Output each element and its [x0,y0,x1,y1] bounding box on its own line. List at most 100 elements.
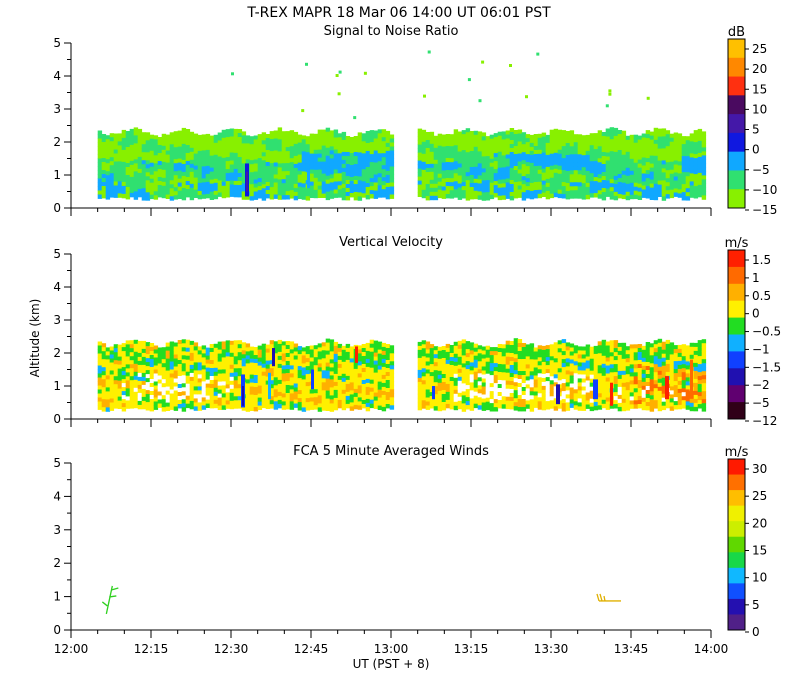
field-cell [181,383,187,388]
field-cell [341,345,347,351]
field-cell [529,351,535,356]
field-cell [693,138,699,143]
field-cell [453,397,459,403]
field-cell [333,357,339,363]
field-cell [421,356,427,361]
field-cell [485,353,491,359]
field-cell [265,170,271,175]
field-cell [377,349,383,354]
field-cell [165,382,171,387]
field-cell [249,370,255,375]
field-cell [561,355,567,360]
field-cell [317,133,323,138]
field-cell [681,140,687,145]
field-cell [133,403,139,409]
field-cell [289,349,295,354]
field-cell [105,151,111,156]
field-cell [441,406,447,411]
field-cell [317,149,323,154]
field-cell [537,161,543,167]
field-cell [357,373,363,378]
field-cell [421,360,427,365]
field-cell [485,349,491,355]
field-cell [657,390,663,396]
field-cell [173,147,179,152]
field-cell [201,166,207,171]
field-cell [601,192,607,197]
field-cell [269,404,275,409]
field-cell [197,174,203,180]
field-cell [205,379,211,384]
field-cell [645,378,651,383]
field-cell [693,406,699,412]
field-cell [701,395,707,400]
field-cell [341,377,347,383]
field-cell [305,406,311,411]
field-cell [577,390,583,395]
field-cell [133,351,139,357]
field-cell [125,139,131,144]
field-cell [477,163,483,168]
field-cell [349,346,355,351]
field-cell [577,374,583,379]
field-cell [157,153,163,158]
field-cell [297,174,303,179]
field-cell [221,149,227,155]
snr-speck [305,62,308,66]
field-cell [181,175,187,181]
field-cell [565,131,571,136]
field-cell [533,170,539,175]
field-cell [497,151,503,157]
field-cell [269,143,275,148]
field-cell [101,162,107,167]
field-cell [229,132,235,137]
field-cell [573,194,579,199]
field-cell [593,133,599,138]
field-cell [257,389,263,394]
field-cell [137,128,143,134]
field-cell [553,374,559,379]
field-cell [221,141,227,147]
field-cell [525,356,531,361]
field-cell [301,359,307,364]
field-cell [505,376,511,382]
field-cell [529,399,535,404]
field-cell [121,363,127,368]
field-cell [461,347,467,352]
field-cell [357,164,363,169]
field-cell [217,365,223,370]
field-cell [481,394,487,399]
field-cell [433,171,439,177]
field-cell [317,363,323,368]
field-cell [365,362,371,368]
field-cell [589,370,595,376]
field-cell [493,185,499,190]
field-cell [617,362,623,368]
field-cell [257,142,263,147]
field-cell [257,385,263,390]
field-cell [337,145,343,150]
field-cell [617,142,623,147]
field-cell [261,148,267,153]
field-cell [489,134,495,140]
field-cell [333,181,339,186]
field-cell [237,372,243,377]
field-cell [581,151,587,156]
field-cell [285,147,291,152]
field-cell [169,373,175,378]
field-cell [329,130,335,135]
field-cell [553,160,559,166]
field-cell [477,385,483,390]
field-cell [357,160,363,165]
field-cell [297,182,303,187]
field-cell [301,183,307,188]
field-cell [609,163,615,168]
field-cell [245,367,251,372]
field-cell [597,162,603,167]
field-cell [549,368,555,373]
field-cell [489,387,495,392]
field-cell [657,378,663,384]
field-cell [277,379,283,385]
field-cell [181,367,187,372]
field-cell [269,155,275,160]
